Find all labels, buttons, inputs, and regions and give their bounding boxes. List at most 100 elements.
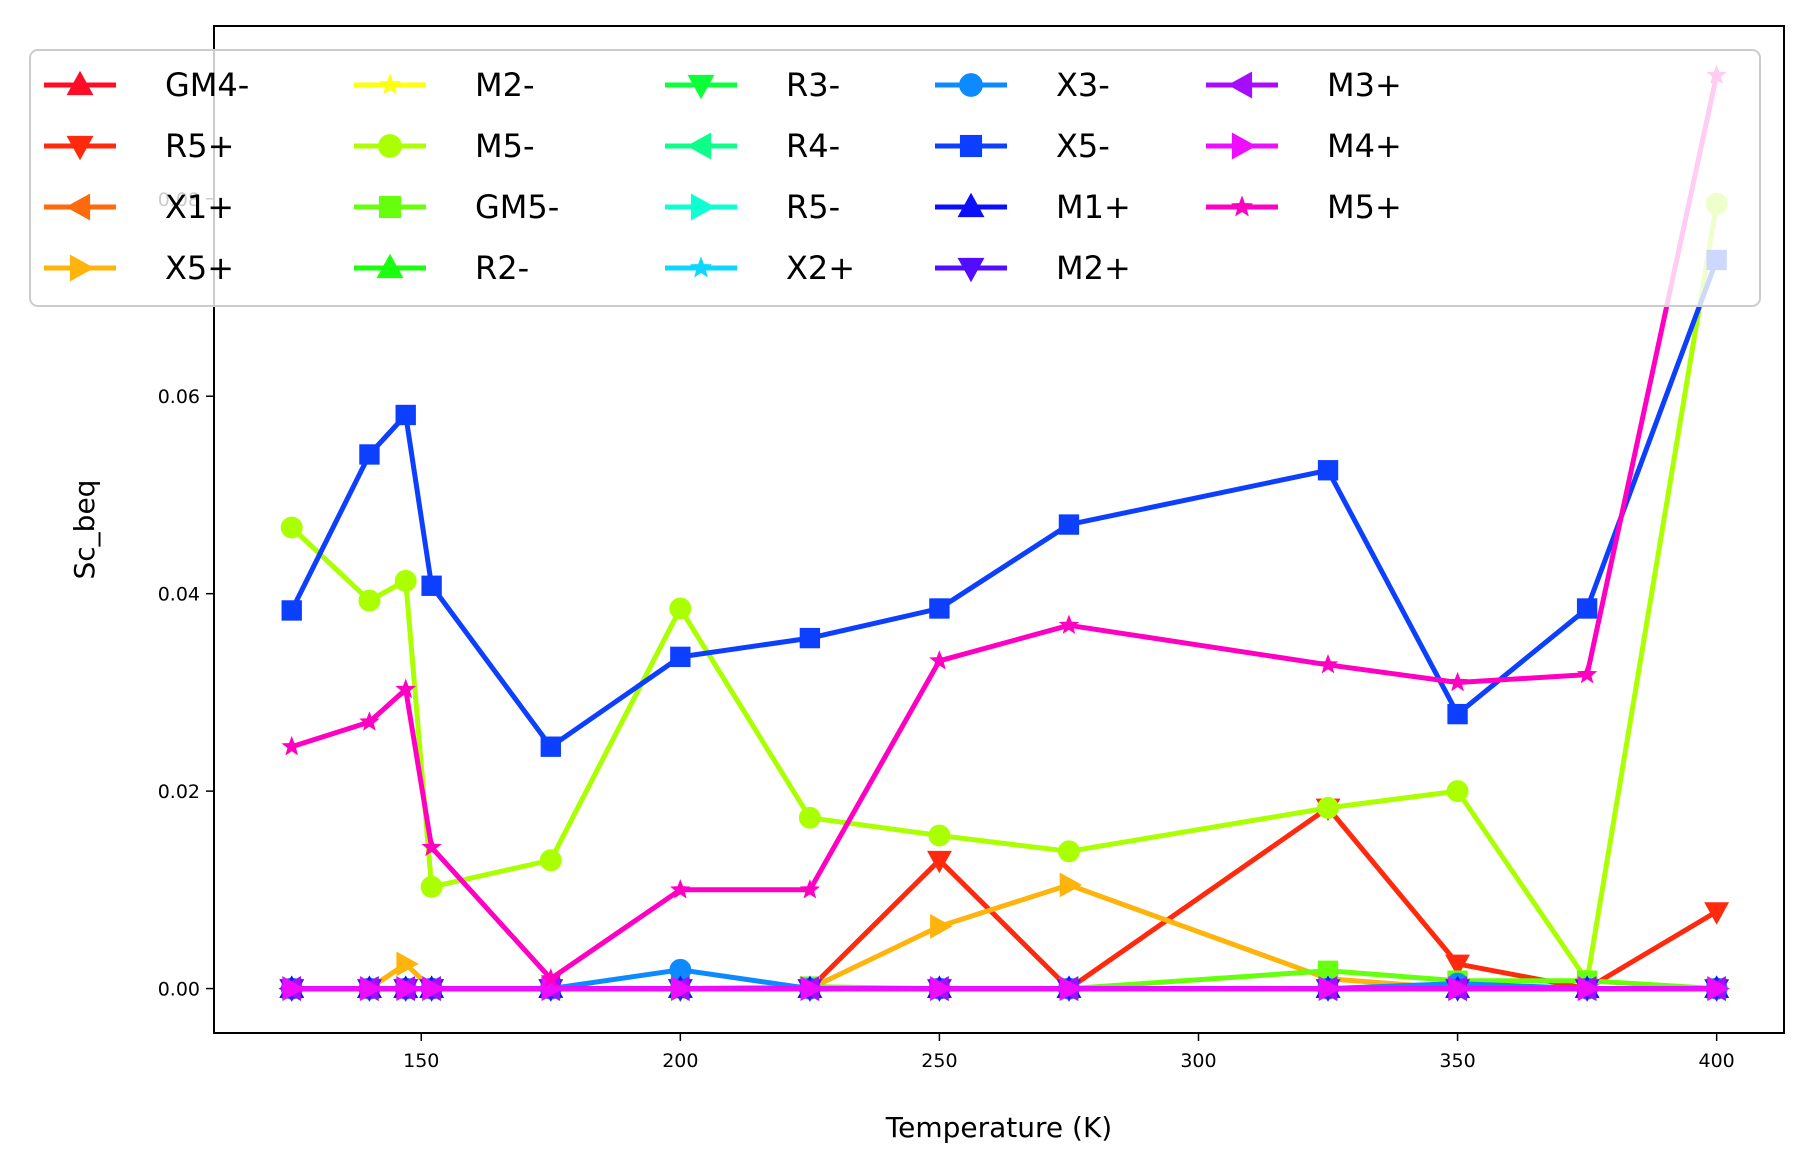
legend-marker (66, 135, 94, 161)
legend-marker (959, 73, 983, 97)
data-point (422, 976, 445, 1001)
legend-label: GM5- (475, 188, 559, 226)
data-point (1058, 840, 1080, 863)
data-point (1318, 976, 1342, 1001)
data-point (539, 849, 562, 872)
data-point (540, 736, 561, 757)
legend-label: R2- (475, 249, 529, 287)
data-point (1704, 902, 1730, 925)
legend-marker (66, 70, 94, 96)
data-point (1317, 460, 1339, 481)
x-axis-label: Temperature (K) (885, 1111, 1112, 1144)
plot-frame (213, 25, 1785, 1034)
legend-label: R3- (786, 66, 840, 104)
legend-label: X2+ (786, 249, 855, 287)
legend-label: X3- (1056, 66, 1110, 104)
legend-item: M5+ (1206, 188, 1402, 226)
legend-item: M3+ (1206, 66, 1402, 104)
data-point (421, 836, 442, 857)
y-tick-label: 0.02 (158, 781, 200, 803)
data-point (670, 646, 691, 668)
legend-label: X5- (1056, 127, 1110, 165)
legend-label: M5- (475, 127, 535, 165)
data-point (1576, 598, 1598, 619)
legend-marker (686, 132, 712, 160)
data-point (799, 879, 821, 899)
y-axis-label: Sc_beq (68, 480, 101, 580)
legend-item: M5- (354, 127, 535, 165)
legend-item: M1+ (935, 188, 1131, 226)
data-point (671, 976, 694, 1001)
data-point (1059, 976, 1083, 1001)
legend-marker (687, 74, 715, 100)
x-tick-label: 250 (921, 1050, 957, 1072)
data-point (1059, 872, 1083, 898)
x-tick-label: 350 (1439, 1050, 1475, 1072)
y-tick-label: 0.04 (158, 584, 200, 606)
legend: GM4- R5+ X1+ X5+ M2- M5- GM5- R2- R3- R4- R5- X2+ X3… (29, 49, 1761, 307)
legend-item: R5+ (44, 127, 234, 165)
data-point (800, 976, 824, 1001)
data-point (394, 569, 417, 592)
legend-label: M2+ (1056, 249, 1131, 287)
legend-label: R5- (786, 188, 840, 226)
legend-item: X1+ (44, 188, 234, 226)
data-point (396, 976, 419, 1001)
legend-item: GM4- (44, 66, 249, 104)
data-point (421, 575, 442, 596)
data-point (1447, 703, 1468, 725)
series-M5- (280, 192, 1728, 992)
data-point (669, 597, 692, 620)
legend-marker (65, 193, 91, 221)
legend-marker (378, 195, 402, 219)
legend-item: X5- (935, 127, 1110, 165)
data-point (930, 913, 953, 939)
legend-label: X5+ (165, 249, 234, 287)
data-point (395, 404, 416, 426)
data-point (282, 976, 305, 1001)
legend-marker (1227, 71, 1253, 99)
data-point (1445, 954, 1470, 978)
data-point (1058, 614, 1080, 634)
data-point (395, 678, 416, 699)
data-point (420, 875, 443, 898)
legend-label: R5+ (165, 127, 234, 165)
legend-marker (689, 256, 713, 278)
data-point (1058, 514, 1080, 535)
legend-label: M4+ (1327, 127, 1402, 165)
data-point (359, 444, 380, 465)
legend-marker (69, 254, 95, 282)
data-point (358, 589, 381, 612)
data-point (359, 711, 380, 731)
legend-item: X2+ (665, 249, 855, 287)
data-point (1577, 976, 1601, 1001)
x-tick-label: 200 (662, 1050, 698, 1072)
x-tick-label: 400 (1699, 1050, 1735, 1072)
data-point (396, 951, 419, 977)
legend-item: GM5- (354, 188, 559, 226)
legend-item: R3- (665, 66, 840, 104)
legend-marker (378, 134, 402, 158)
legend-marker (959, 134, 983, 158)
data-point (927, 850, 952, 874)
data-point (360, 976, 383, 1001)
legend-label: M1+ (1056, 188, 1131, 226)
legend-label: X1+ (165, 188, 234, 226)
legend-item: X5+ (44, 249, 234, 287)
legend-marker (1230, 195, 1254, 217)
legend-item: M2+ (935, 249, 1131, 287)
data-point (929, 650, 950, 670)
legend-item: R5- (665, 188, 840, 226)
legend-item: R2- (354, 249, 529, 287)
data-point (1317, 653, 1339, 674)
legend-label: GM4- (165, 66, 249, 104)
data-point (928, 824, 951, 847)
data-point (1446, 780, 1469, 803)
legend-label: M3+ (1327, 66, 1402, 104)
data-point (1707, 976, 1730, 1001)
data-point (798, 806, 821, 829)
legend-item: R4- (665, 127, 840, 165)
legend-label: R4- (786, 127, 840, 165)
legend-marker (690, 193, 716, 221)
